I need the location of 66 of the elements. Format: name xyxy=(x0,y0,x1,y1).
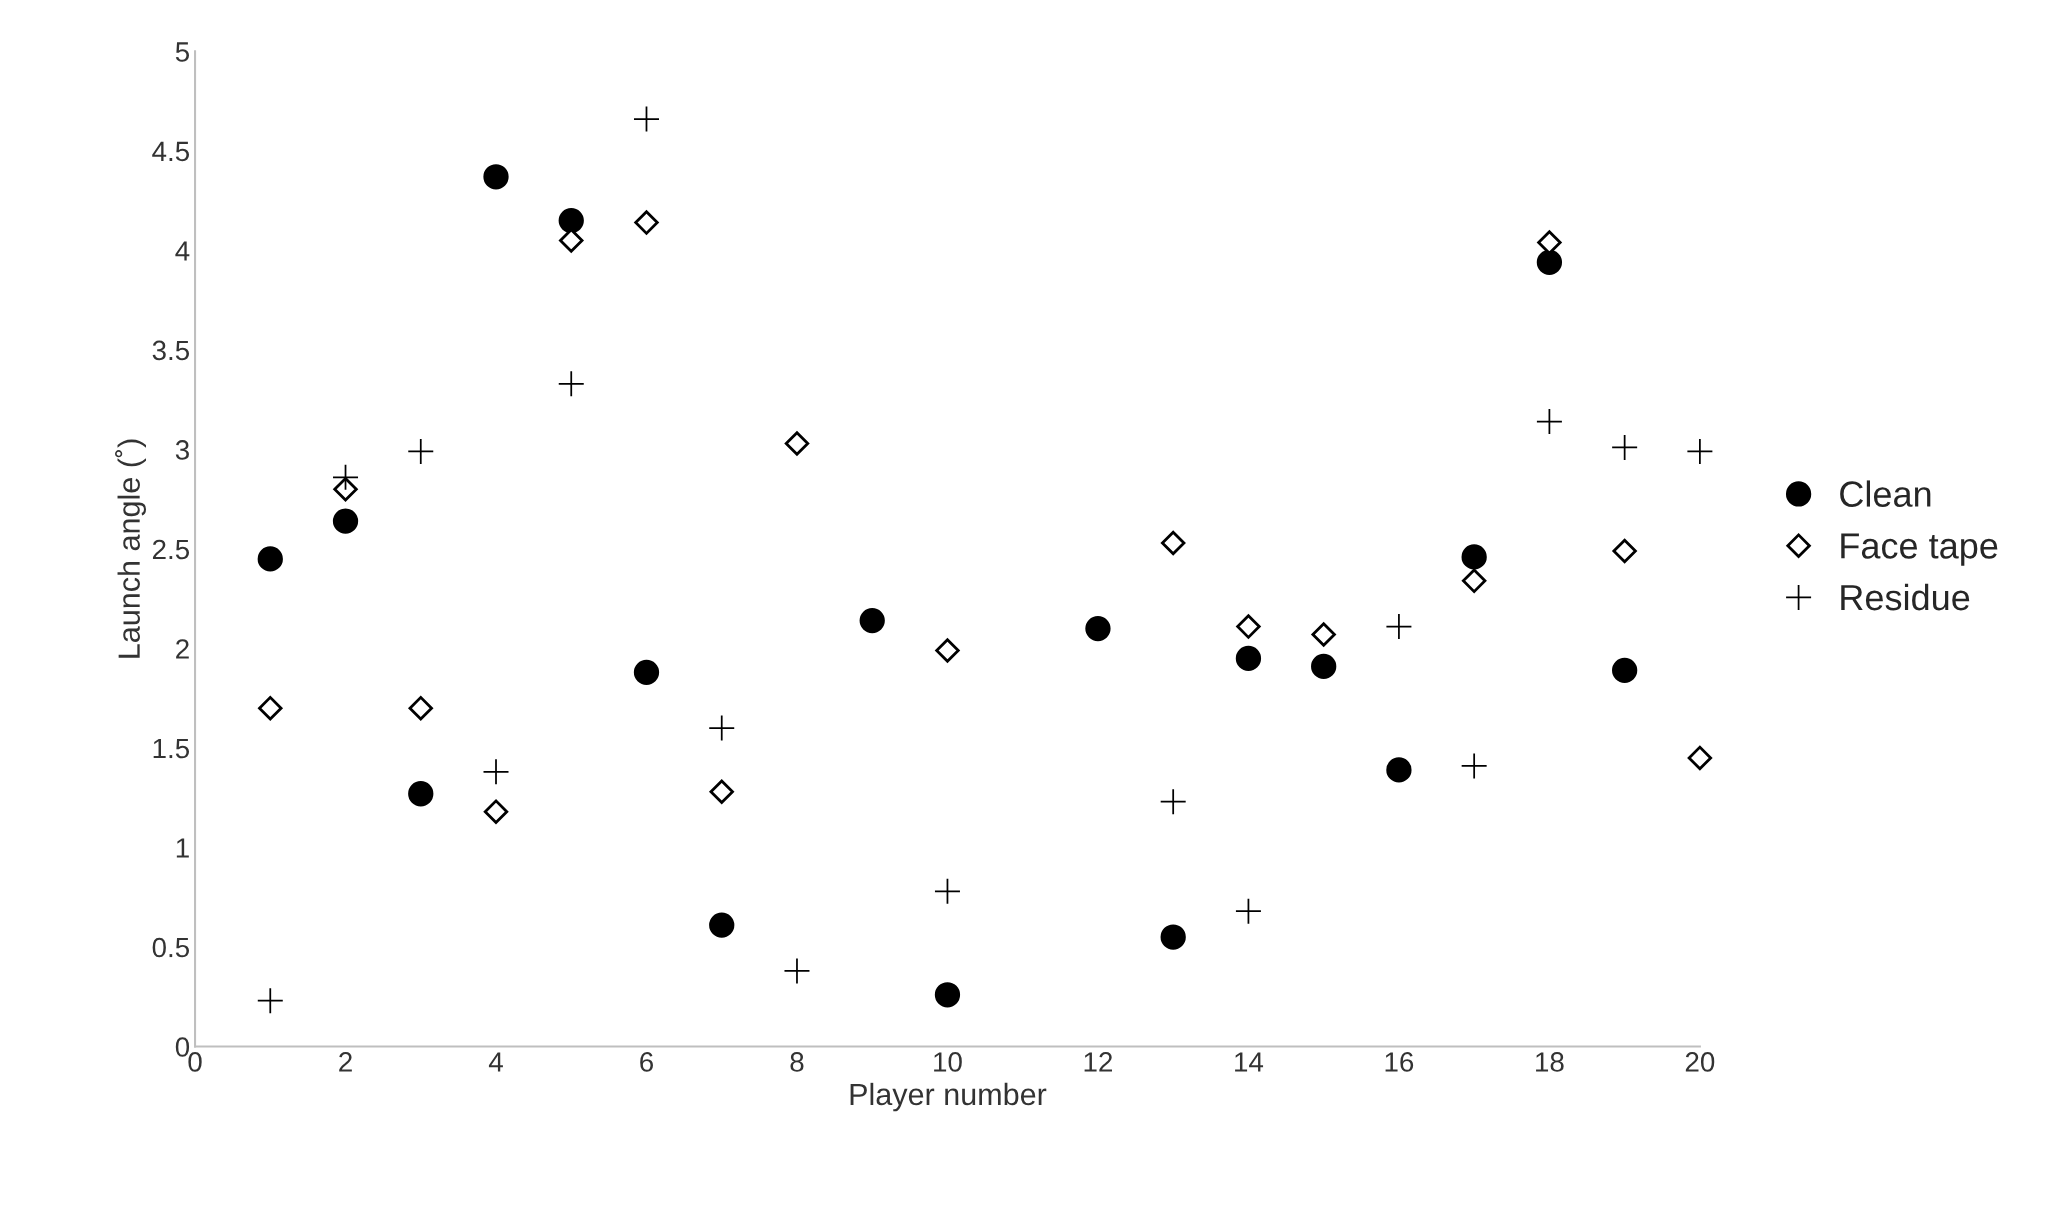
point xyxy=(408,695,433,721)
x-tick-label: 6 xyxy=(640,1052,653,1072)
point xyxy=(332,508,359,534)
point xyxy=(1311,622,1336,647)
point xyxy=(784,958,810,984)
y-tick-label: 1.5 xyxy=(153,738,190,759)
point xyxy=(1537,230,1562,255)
y-tick-label: 5 xyxy=(175,42,190,62)
y-tick-label: 4.5 xyxy=(152,141,190,162)
point xyxy=(1461,753,1487,779)
point xyxy=(709,715,735,741)
point xyxy=(784,431,810,456)
point xyxy=(258,695,283,721)
y-axis-title: Launch angle (˚) xyxy=(115,439,147,658)
point xyxy=(935,638,960,663)
y-tick-label: 3 xyxy=(175,440,189,460)
x-tick-label: 16 xyxy=(1385,1052,1414,1072)
point xyxy=(257,988,283,1014)
point xyxy=(1160,530,1186,556)
point xyxy=(633,659,660,685)
point xyxy=(1687,745,1713,771)
point xyxy=(1311,653,1337,680)
point xyxy=(558,371,584,397)
x-axis-title: Player number xyxy=(850,1082,1047,1112)
point xyxy=(558,207,584,234)
point xyxy=(709,912,735,938)
point xyxy=(1461,544,1487,570)
x-tick-label: 14 xyxy=(1235,1052,1264,1072)
y-tick-label: 1 xyxy=(176,838,189,858)
legend-label: Residue xyxy=(1841,583,1970,611)
x-tick-label: 12 xyxy=(1084,1052,1112,1072)
y-tick-label: 2 xyxy=(176,639,189,659)
x-tick-label: 18 xyxy=(1536,1052,1564,1072)
x-tick-label: 10 xyxy=(934,1052,962,1072)
point xyxy=(1236,614,1261,639)
x-tick-label: 4 xyxy=(488,1052,503,1072)
point xyxy=(1386,757,1412,783)
point xyxy=(257,546,283,572)
legend-label: Face tape xyxy=(1841,533,1998,566)
y-tick-label: 3.5 xyxy=(152,340,190,361)
point xyxy=(483,759,509,785)
y-tick-label: 0.5 xyxy=(152,937,190,958)
point xyxy=(859,607,885,634)
point xyxy=(709,779,734,804)
point xyxy=(1612,538,1637,564)
point xyxy=(1160,789,1186,815)
x-tick-label: 2 xyxy=(339,1052,352,1072)
point xyxy=(483,799,509,824)
y-tick-label: 0 xyxy=(175,1037,190,1057)
point xyxy=(1160,924,1186,950)
legend-label: Clean xyxy=(1840,480,1931,507)
point xyxy=(934,982,961,1008)
y-tick-label: 4 xyxy=(175,241,190,261)
y-tick-label: 2.5 xyxy=(152,539,190,560)
point xyxy=(559,228,584,253)
point xyxy=(1085,615,1111,642)
point xyxy=(483,164,509,190)
point xyxy=(1612,657,1638,684)
point xyxy=(333,477,358,502)
point xyxy=(1536,249,1563,276)
point xyxy=(408,781,434,807)
point xyxy=(634,210,659,235)
point xyxy=(1461,568,1487,593)
x-tick-label: 20 xyxy=(1685,1052,1715,1072)
x-tick-label: 8 xyxy=(790,1052,804,1072)
point xyxy=(1235,645,1262,672)
